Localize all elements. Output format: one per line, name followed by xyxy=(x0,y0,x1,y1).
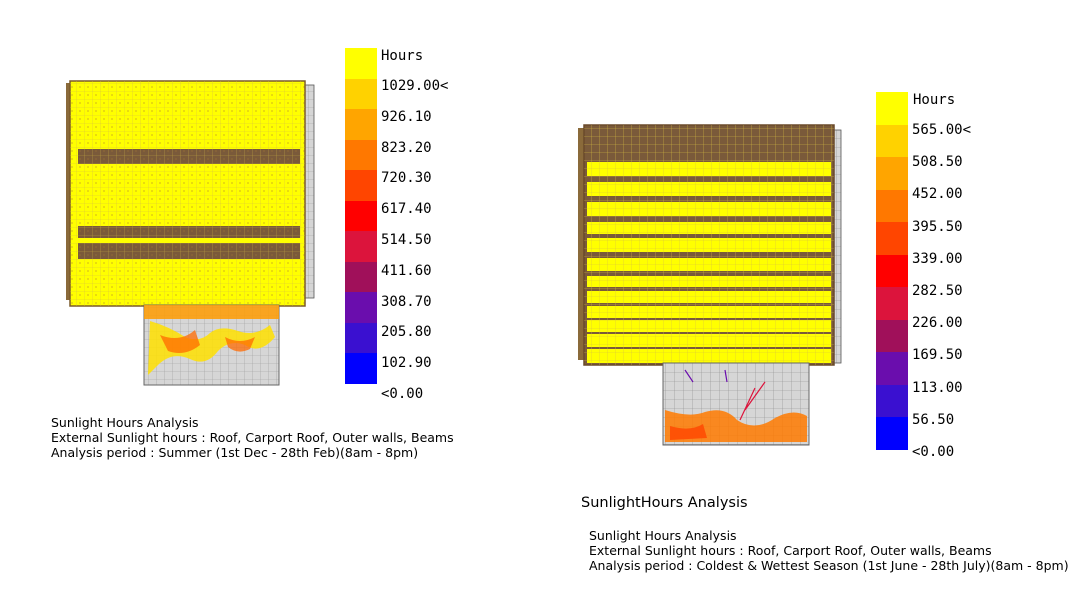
legend-swatch xyxy=(345,139,377,170)
outer-wall-left-edge xyxy=(578,128,586,360)
legend-swatch xyxy=(345,78,377,109)
legend-label: 617.40 xyxy=(381,201,432,218)
legend-label: 926.10 xyxy=(381,108,432,125)
legend-swatch xyxy=(876,189,908,222)
legend-label: 169.50 xyxy=(912,347,963,364)
legend-swatch xyxy=(345,48,377,79)
legend-label: 508.50 xyxy=(912,154,963,171)
legend-title: Hours xyxy=(913,92,956,108)
legend-swatch xyxy=(345,322,377,353)
left-legend: Hours 1029.00< 926.10 823.20 720.30 617.40 51… xyxy=(345,48,465,402)
legend-swatch xyxy=(876,287,908,320)
legend-label: 823.20 xyxy=(381,139,432,156)
legend-swatch xyxy=(345,231,377,262)
outer-wall-left-edge xyxy=(66,83,72,300)
legend-label: 452.00 xyxy=(912,186,963,203)
summer-sunlight-plan xyxy=(66,80,315,386)
legend-label: 1029.00< xyxy=(381,78,449,94)
legend-label: 282.50 xyxy=(912,283,963,299)
legend-label: 720.30 xyxy=(381,170,432,187)
legend-swatch xyxy=(876,417,908,450)
legend-label: <0.00 xyxy=(381,386,424,402)
legend-swatch xyxy=(345,261,377,292)
legend-swatch xyxy=(876,92,908,125)
legend-label: 56.50 xyxy=(912,411,955,428)
caption-line-3: Analysis period : Summer (1st Dec - 28th… xyxy=(51,445,419,460)
caption-line-1: Sunlight Hours Analysis xyxy=(51,415,199,430)
legend-swatch xyxy=(345,292,377,323)
caption-line-1: Sunlight Hours Analysis xyxy=(589,528,737,543)
legend-label: 113.00 xyxy=(912,379,963,396)
legend-label: 339.00 xyxy=(912,250,963,267)
legend-label: 411.60 xyxy=(381,262,432,279)
legend-swatch xyxy=(876,352,908,385)
legend-title: Hours xyxy=(381,48,424,64)
legend-swatch xyxy=(876,124,908,157)
legend-swatch xyxy=(345,200,377,231)
legend-swatch xyxy=(876,157,908,190)
caption-line-3: Analysis period : Coldest & Wettest Seas… xyxy=(589,558,1069,573)
legend-swatch xyxy=(876,254,908,287)
legend-label: <0.00 xyxy=(912,444,955,460)
legend-label: 226.00 xyxy=(912,315,963,332)
legend-swatch xyxy=(345,353,377,384)
caption-line-2: External Sunlight hours : Roof, Carport … xyxy=(51,430,454,445)
outer-wall-strip xyxy=(304,84,315,299)
caption-line-2: External Sunlight hours : Roof, Carport … xyxy=(589,543,992,558)
legend-swatch xyxy=(876,222,908,255)
legend-swatch xyxy=(345,109,377,140)
legend-swatch xyxy=(876,319,908,352)
legend-label: 395.50 xyxy=(912,218,963,235)
right-heading: SunlightHours Analysis xyxy=(581,495,748,511)
legend-label: 102.90 xyxy=(381,355,432,372)
legend-swatch xyxy=(345,170,377,201)
legend-label: 565.00< xyxy=(912,122,972,138)
legend-label: 205.80 xyxy=(381,324,432,341)
legend-swatch xyxy=(876,384,908,417)
legend-label: 308.70 xyxy=(381,293,432,310)
winter-sunlight-plan xyxy=(578,124,842,446)
right-legend: Hours 565.00< 508.50 452.00 395.50 339.00 282… xyxy=(876,92,996,462)
legend-label: 514.50 xyxy=(381,232,432,248)
